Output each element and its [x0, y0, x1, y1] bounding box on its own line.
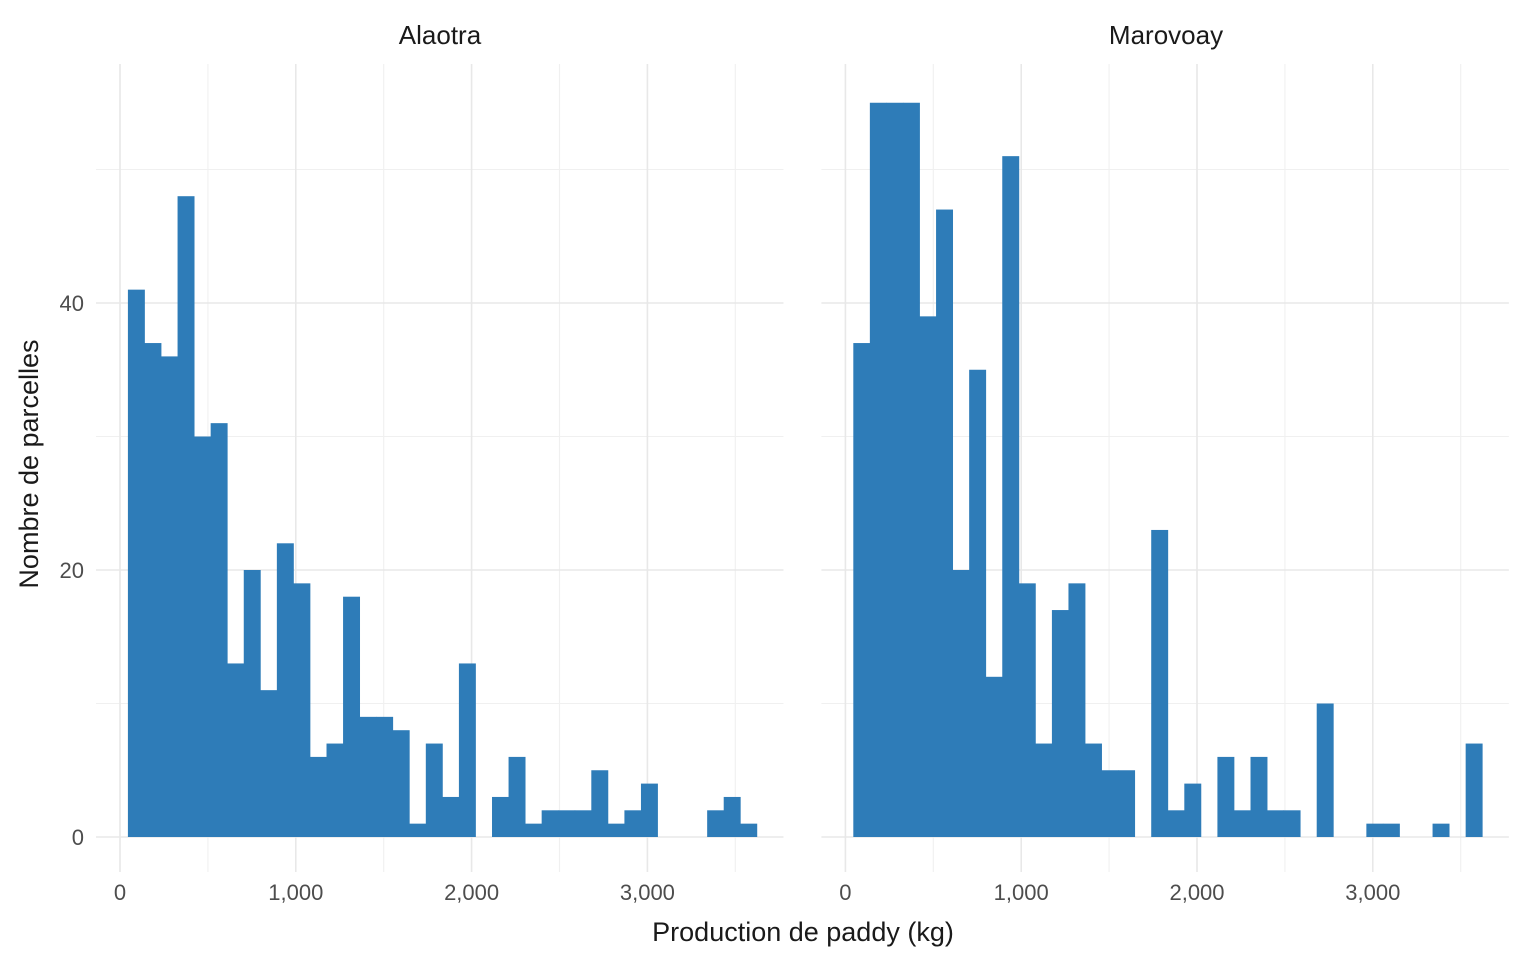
histogram-bar: [1085, 743, 1102, 837]
histogram-bar: [1035, 743, 1053, 837]
histogram-bar: [853, 343, 871, 837]
histogram-bars: [127, 196, 758, 837]
histogram-bar: [985, 676, 1003, 837]
histogram-bar: [1118, 770, 1136, 837]
histogram-bar: [574, 810, 592, 837]
histogram-bar: [1167, 810, 1185, 837]
histogram-bar: [1151, 529, 1169, 837]
histogram-bar: [343, 596, 361, 837]
histogram-bar: [210, 423, 228, 837]
histogram-bar: [607, 823, 625, 837]
histogram-bars: [853, 102, 1483, 838]
histogram-bar: [525, 823, 543, 837]
histogram-bar: [243, 570, 261, 837]
histogram-bar: [442, 796, 460, 837]
histogram-bar: [558, 810, 576, 837]
x-tick-label: 3,000: [620, 880, 675, 905]
histogram-bar: [707, 810, 725, 837]
histogram-bar: [194, 436, 212, 837]
facet-strip-label-marovoay: Marovoay: [1109, 20, 1223, 50]
histogram-bar: [144, 343, 162, 837]
histogram-bar: [952, 570, 970, 837]
x-tick-label: 0: [114, 880, 126, 905]
histogram-bar: [886, 102, 904, 837]
histogram-bar: [1002, 156, 1020, 837]
histogram-bar: [1068, 583, 1086, 837]
x-tick-label: 1,000: [994, 880, 1049, 905]
histogram-bar: [624, 810, 642, 837]
y-axis-tick-labels: 0 20 40: [60, 291, 84, 850]
histogram-bar: [919, 316, 937, 838]
histogram-bar: [1382, 823, 1400, 837]
histogram-bar: [508, 756, 526, 837]
histogram-bar: [276, 543, 294, 837]
y-tick-label: 40: [60, 291, 84, 316]
histogram-bar: [869, 102, 887, 837]
histogram-bar: [969, 369, 987, 837]
histogram-bar: [127, 289, 145, 837]
x-tick-label: 0: [839, 880, 851, 905]
histogram-bar: [1267, 810, 1285, 837]
x-tick-label: 1,000: [268, 880, 323, 905]
y-tick-label: 20: [60, 558, 84, 583]
histogram-bar: [1366, 823, 1384, 837]
y-axis-title: Nombre de parcelles: [14, 339, 44, 588]
y-tick-label: 0: [72, 825, 84, 850]
histogram-bar: [293, 583, 311, 837]
histogram-bar: [723, 796, 741, 837]
histogram-bar: [1018, 583, 1036, 837]
histogram-bar: [591, 770, 609, 837]
histogram-bar: [740, 823, 758, 837]
x-tick-label: 3,000: [1345, 880, 1400, 905]
histogram-bar: [359, 716, 377, 837]
histogram-bar: [161, 356, 178, 837]
x-axis-title: Production de paddy (kg): [652, 917, 954, 947]
facet-panel-marovoay: 0 1,000 2,000 3,000: [821, 64, 1509, 905]
histogram-bar: [425, 743, 443, 837]
x-tick-label: 2,000: [1169, 880, 1224, 905]
facet-panel-alaotra: 0 1,000 2,000 3,000: [96, 64, 784, 905]
histogram-bar: [1316, 703, 1334, 837]
facet-strip-label-alaotra: Alaotra: [399, 20, 482, 50]
histogram-bar: [1051, 610, 1069, 837]
histogram-bar: [409, 823, 427, 837]
histogram-bar: [1465, 743, 1483, 837]
histogram-bar: [392, 730, 410, 837]
histogram-bar: [326, 743, 344, 837]
histogram-bar: [1233, 810, 1251, 837]
histogram-bar: [936, 209, 954, 838]
histogram-bar: [458, 663, 476, 837]
histogram-bar: [902, 102, 920, 837]
histogram-bar: [309, 756, 327, 837]
histogram-bar: [640, 783, 658, 837]
histogram-bar: [260, 690, 278, 837]
x-axis-tick-labels: 0 1,000 2,000 3,000: [114, 880, 675, 905]
histogram-bar: [1432, 823, 1450, 837]
histogram-bar: [1217, 756, 1235, 837]
histogram-bar: [492, 796, 509, 837]
x-tick-label: 2,000: [444, 880, 499, 905]
histogram-bar: [1250, 756, 1268, 837]
histogram-bar: [1101, 770, 1119, 837]
histogram-bar: [1184, 783, 1202, 837]
histogram-bar: [376, 716, 394, 837]
histogram-bar: [227, 663, 245, 837]
x-axis-tick-labels: 0 1,000 2,000 3,000: [839, 880, 1400, 905]
histogram-bar: [1283, 810, 1301, 837]
histogram-bar: [541, 810, 559, 837]
histogram-bar: [177, 196, 195, 837]
